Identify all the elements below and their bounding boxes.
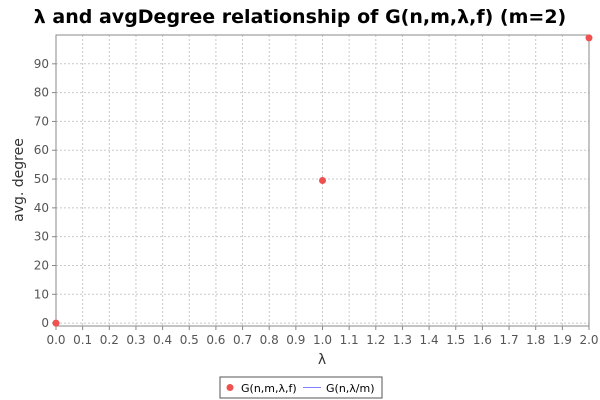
x-tick-label: 0.3 (126, 333, 145, 347)
x-tick-label: 0.4 (153, 333, 172, 347)
x-tick-label: 1.7 (500, 333, 519, 347)
x-tick-label: 1.6 (473, 333, 492, 347)
x-tick-label: 0.9 (286, 333, 305, 347)
x-tick-label: 0.7 (233, 333, 252, 347)
data-points (52, 34, 593, 327)
y-tick-label: 90 (34, 57, 49, 71)
x-tick-label: 1.2 (366, 333, 385, 347)
x-tick-label: 1.5 (446, 333, 465, 347)
y-tick-label: 20 (34, 258, 49, 272)
x-tick-label: 0.5 (180, 333, 199, 347)
y-tick-label: 60 (34, 143, 49, 157)
legend-label-series-2: G(n,λ/m) (326, 382, 375, 395)
x-tick-label: 2.0 (579, 333, 598, 347)
y-tick-label: 0 (41, 316, 49, 330)
x-tick-label: 1.3 (393, 333, 412, 347)
x-tick-label: 1.8 (526, 333, 545, 347)
legend-box (219, 376, 383, 399)
y-tick-label: 80 (34, 86, 49, 100)
x-tick-label: 1.0 (313, 333, 332, 347)
grid (55, 35, 590, 326)
legend-label-series-1: G(n,m,λ,f) (241, 382, 297, 395)
legend: G(n,m,λ,f) G(n,λ/m) (219, 376, 383, 399)
y-tick-label: 30 (34, 230, 49, 244)
x-tick-label: 0.2 (100, 333, 119, 347)
data-point (319, 177, 326, 184)
x-tick-label: 1.4 (420, 333, 439, 347)
y-tick-label: 40 (34, 201, 49, 215)
y-tick-label: 50 (34, 172, 49, 186)
y-axis-ticks: 0 10 20 30 40 50 60 70 80 90 (34, 57, 56, 330)
y-tick-label: 10 (34, 287, 49, 301)
legend-marker-series-1 (226, 384, 234, 391)
y-axis-label: avg. degree (11, 138, 27, 222)
x-tick-label: 0.6 (206, 333, 225, 347)
x-tick-label: 1.9 (553, 333, 572, 347)
x-axis-ticks: 0.0 0.1 0.2 0.3 0.4 0.5 0.6 0.7 0.8 0.9 1.0 1.1 1.2 1… (46, 326, 599, 347)
data-point (52, 319, 60, 327)
chart-title: λ and avgDegree relationship of G(n,m,λ,… (34, 6, 566, 28)
data-point (585, 34, 593, 42)
y-tick-label: 70 (34, 114, 49, 128)
x-tick-label: 1.1 (340, 333, 359, 347)
x-axis-label: λ (318, 352, 326, 368)
x-tick-label: 0.8 (260, 333, 279, 347)
x-tick-label: 0.1 (73, 333, 92, 347)
x-tick-label: 0.0 (46, 333, 65, 347)
